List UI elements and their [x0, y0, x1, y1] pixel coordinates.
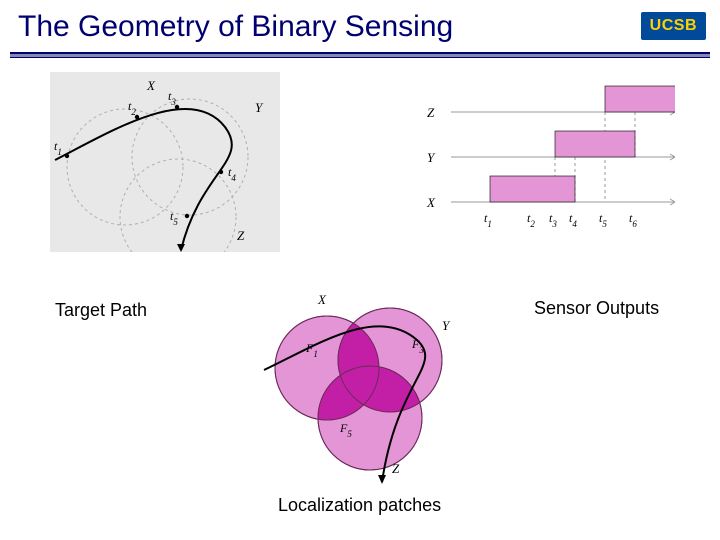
svg-text:t2: t2	[527, 211, 535, 229]
caption-sensor-outputs: Sensor Outputs	[534, 298, 659, 319]
svg-text:t4: t4	[569, 211, 577, 229]
svg-text:t1: t1	[484, 211, 492, 229]
svg-text:Z: Z	[392, 461, 400, 476]
svg-text:X: X	[146, 78, 156, 93]
svg-text:Y: Y	[442, 318, 451, 333]
svg-text:X: X	[426, 195, 436, 210]
figure-sensor-outputs: Z Y Xt1 t2 t3 t4 t5 t6	[415, 72, 675, 252]
title-rule	[10, 52, 710, 58]
svg-text:X: X	[317, 292, 327, 307]
caption-localization-patches: Localization patches	[278, 495, 441, 516]
svg-text:Z: Z	[237, 228, 245, 243]
figure-target-path: XYZt1t2t3t4t5	[50, 72, 280, 252]
svg-text:Y: Y	[427, 150, 436, 165]
svg-text:Z: Z	[427, 105, 435, 120]
figure-localization-patches: XYZF1F3F5	[262, 290, 462, 485]
ucsb-logo: UCSB	[641, 12, 706, 40]
slide-title: The Geometry of Binary Sensing	[18, 10, 453, 44]
svg-text:t3: t3	[549, 211, 557, 229]
svg-text:t5: t5	[599, 211, 607, 229]
svg-text:t6: t6	[629, 211, 637, 229]
caption-target-path: Target Path	[55, 300, 147, 321]
